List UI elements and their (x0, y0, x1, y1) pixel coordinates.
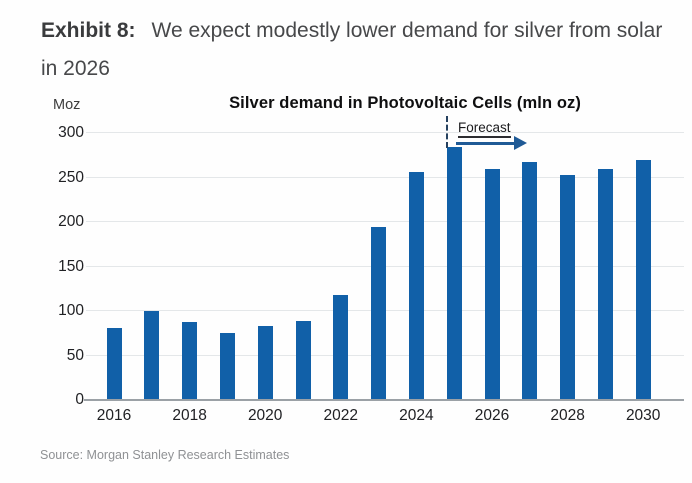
x-tick-label-2028: 2028 (550, 407, 585, 424)
gridline (86, 221, 684, 222)
bar-2029 (597, 169, 613, 399)
x-tick-label-2020: 2020 (247, 407, 283, 424)
x-tick-label-2024: 2024 (399, 407, 434, 424)
bar-2021 (295, 320, 311, 399)
exhibit-title: We expect modestly lower demand for silv… (41, 19, 663, 80)
bar-2025 (446, 147, 462, 399)
forecast-arrow-icon (456, 142, 516, 145)
bar-2024 (408, 172, 424, 399)
x-tick-label-2018: 2018 (172, 407, 207, 424)
plot-area (84, 132, 684, 401)
forecast-dashed-line (446, 116, 448, 148)
y-tick-label-100: 100 (58, 302, 84, 319)
y-tick-label-150: 150 (58, 257, 84, 275)
y-tick-label-200: 200 (58, 213, 84, 230)
bar-2026 (484, 169, 500, 399)
bar-2028 (560, 174, 576, 399)
exhibit-number-label: Exhibit 8: (41, 19, 136, 42)
bar-2018 (182, 322, 198, 399)
bar-2022 (333, 294, 349, 399)
x-tick-label-2026: 2026 (474, 407, 510, 424)
gridline (86, 132, 684, 133)
bar-2017 (144, 310, 160, 399)
x-tick-label-2016: 2016 (96, 407, 132, 424)
bar-2016 (106, 327, 122, 399)
bar-2019 (219, 333, 235, 399)
x-tick-label-2022: 2022 (323, 407, 359, 424)
y-tick-label-0: 0 (75, 391, 84, 408)
bar-2020 (257, 326, 273, 399)
y-tick-label-300: 300 (58, 124, 84, 141)
y-tick-label-250: 250 (58, 168, 84, 186)
y-axis-unit-label: Moz (53, 97, 81, 113)
exhibit-header: Exhibit 8: We expect modestly lower deman… (41, 12, 666, 88)
bar-2023 (371, 227, 387, 399)
chart-title: Silver demand in Photovoltaic Cells (mln… (229, 94, 581, 112)
source-note: Source: Morgan Stanley Research Estimate… (40, 448, 290, 462)
y-tick-label-50: 50 (66, 346, 84, 364)
forecast-label: Forecast (458, 120, 511, 138)
x-tick-label-2030: 2030 (625, 407, 661, 424)
gridline (86, 176, 684, 178)
forecast-arrow-head-icon (514, 136, 527, 150)
bar-2030 (635, 160, 651, 399)
bar-2027 (522, 162, 538, 399)
x-axis-line (84, 399, 684, 401)
